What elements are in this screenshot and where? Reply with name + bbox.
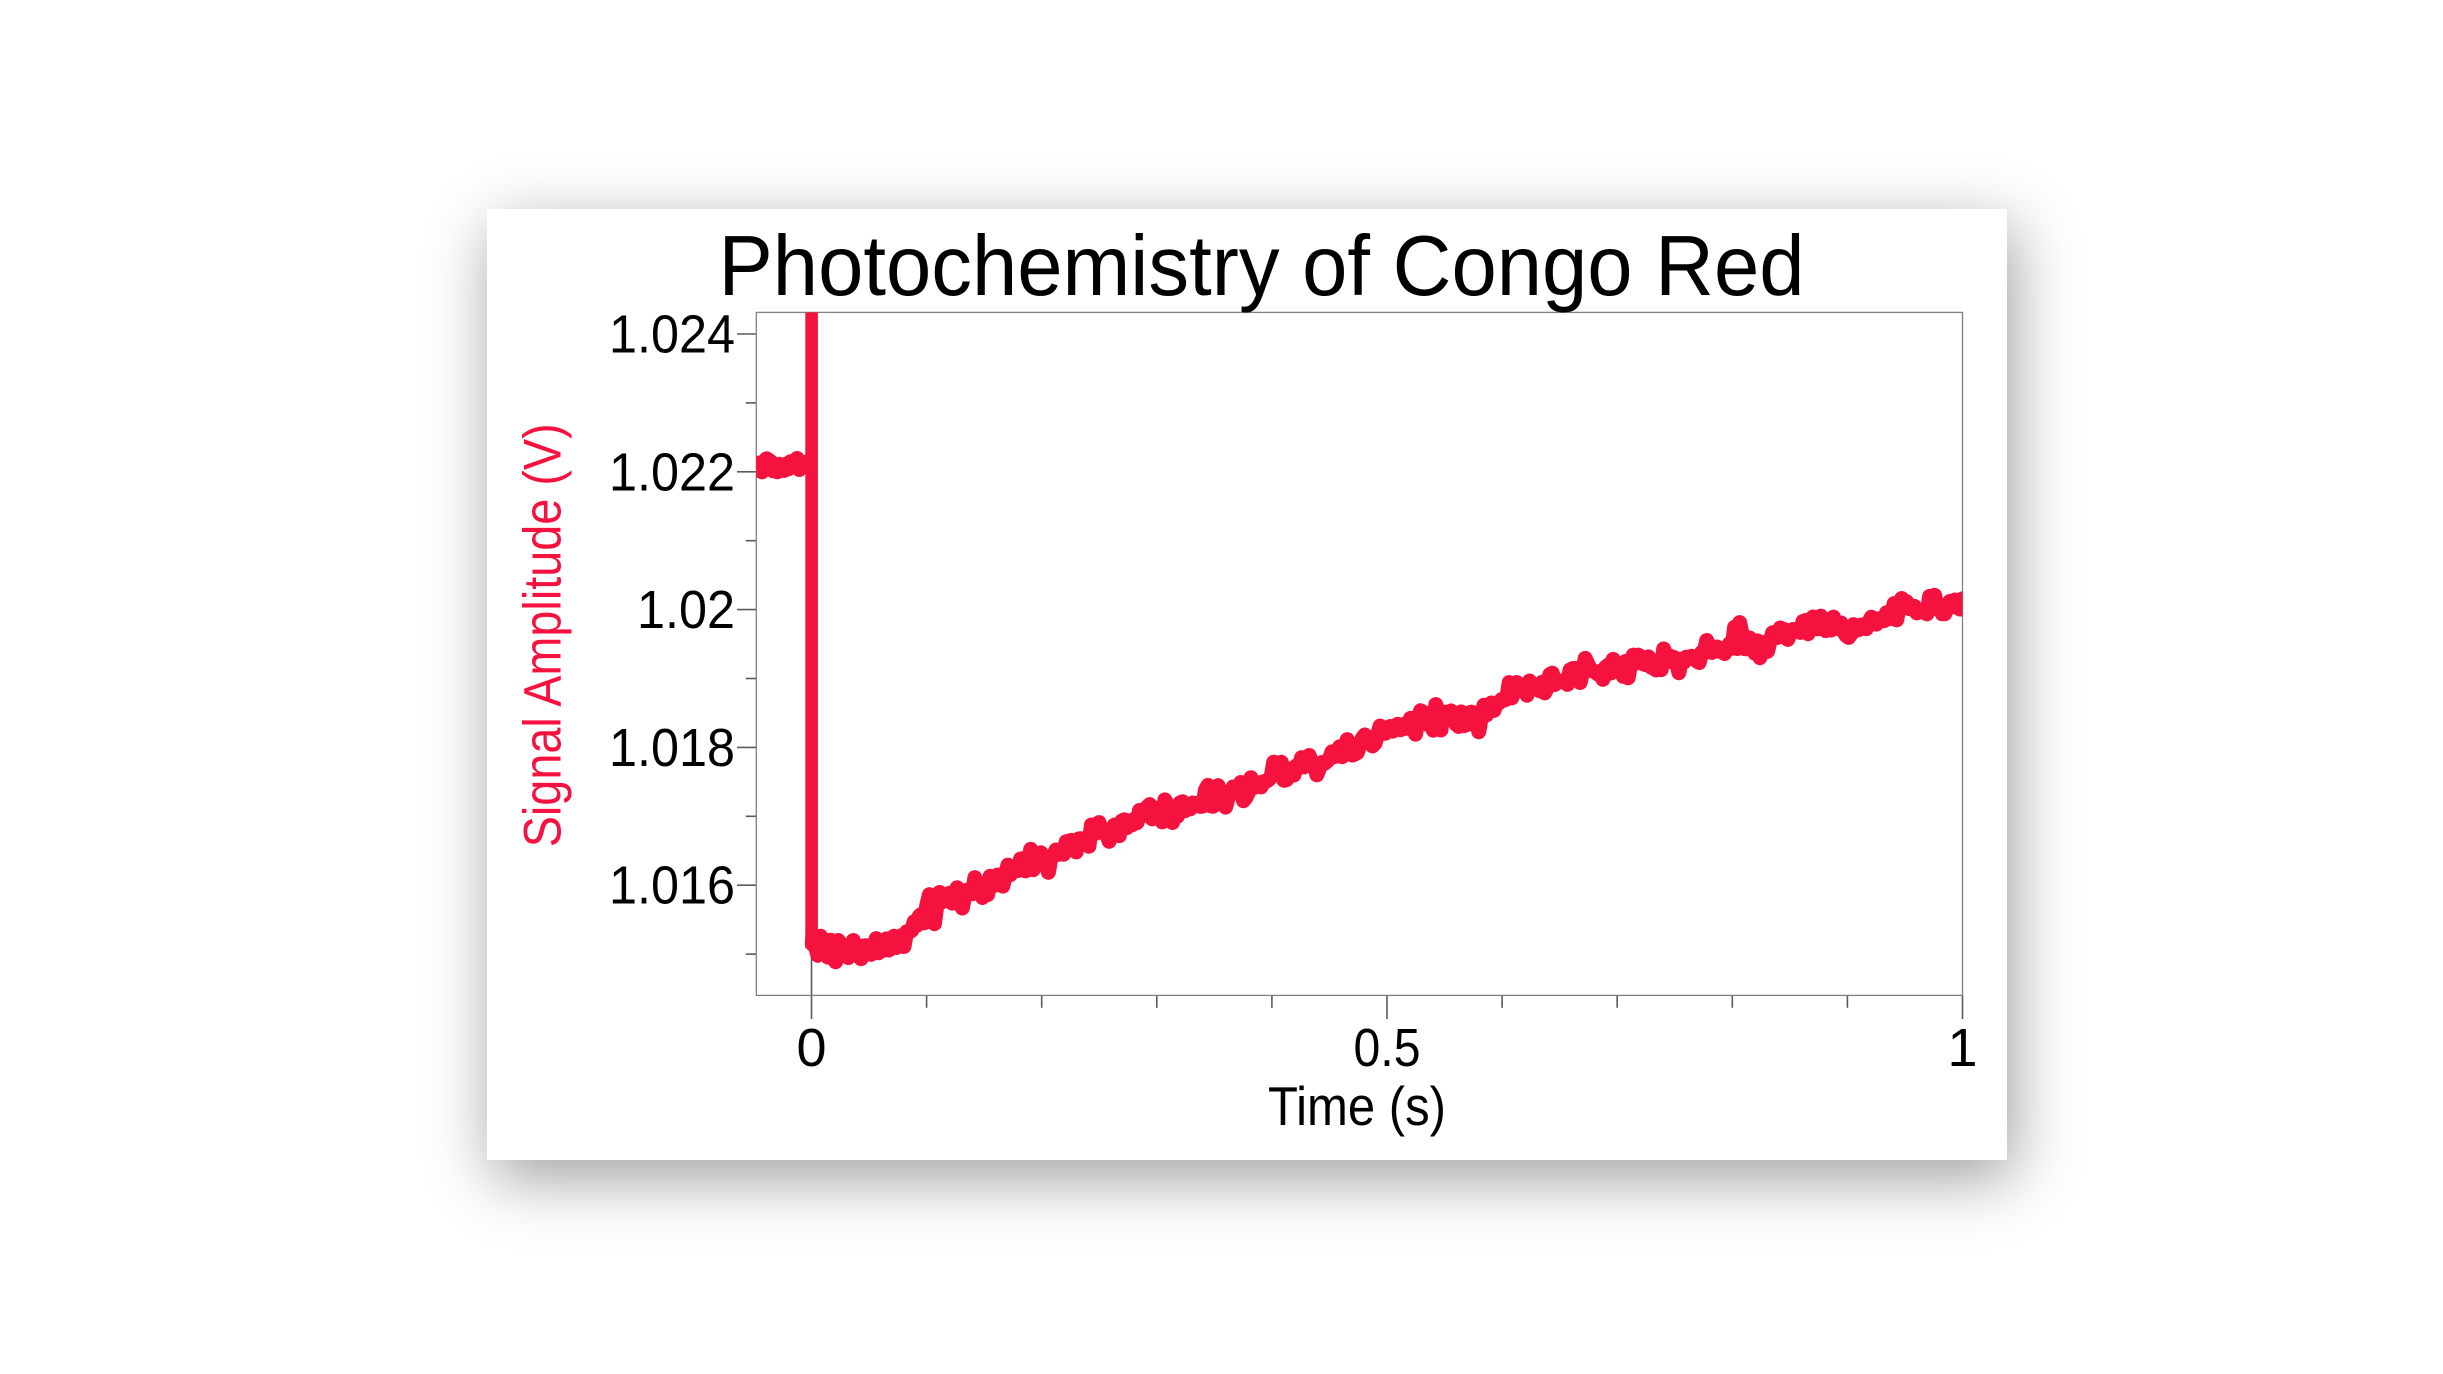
svg-text:0: 0 — [796, 1018, 826, 1078]
svg-text:Time (s): Time (s) — [1268, 1075, 1446, 1137]
svg-text:1: 1 — [1947, 1018, 1977, 1078]
svg-text:Photochemistry of Congo Red: Photochemistry of Congo Red — [719, 219, 1805, 314]
svg-text:1.022: 1.022 — [609, 442, 735, 502]
svg-text:1.024: 1.024 — [609, 305, 735, 365]
svg-text:1.018: 1.018 — [609, 718, 735, 778]
svg-text:0.5: 0.5 — [1354, 1018, 1421, 1078]
svg-text:1.02: 1.02 — [637, 580, 735, 640]
svg-text:Signal Amplitude (V): Signal Amplitude (V) — [514, 423, 573, 847]
svg-text:1.016: 1.016 — [609, 856, 735, 916]
